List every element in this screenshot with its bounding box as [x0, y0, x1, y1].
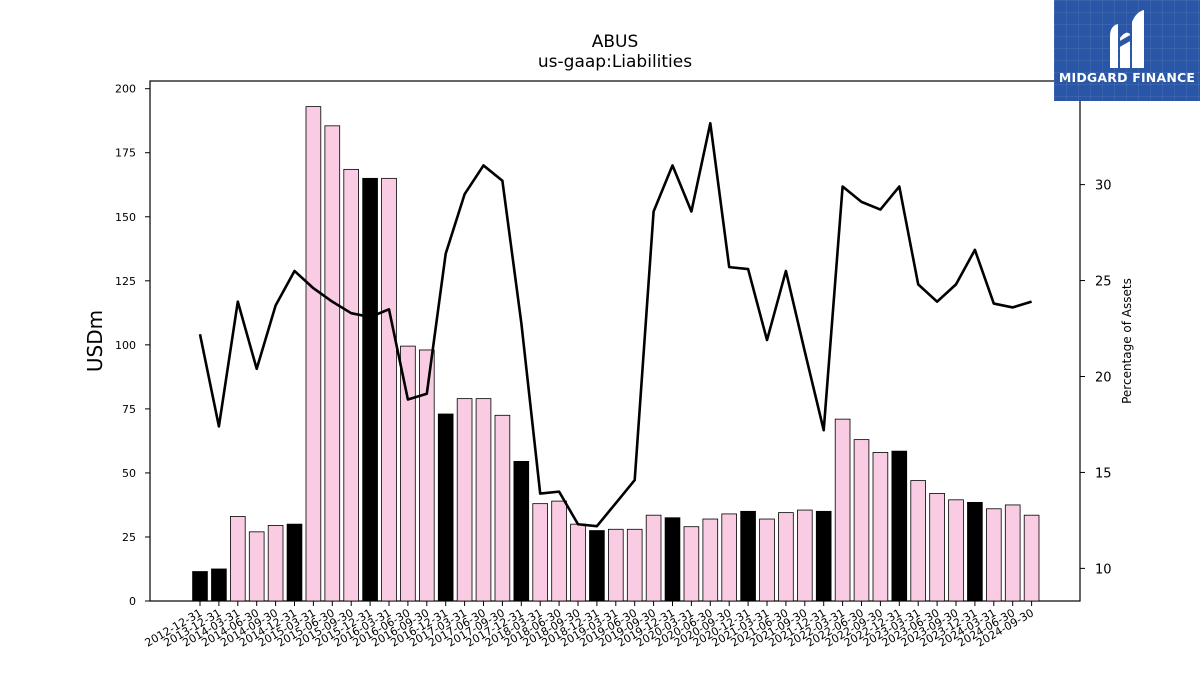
- bar: [456, 398, 473, 602]
- bar: [721, 513, 737, 602]
- bar: [551, 500, 567, 602]
- bar: [343, 168, 359, 602]
- bar: [834, 418, 851, 602]
- bar: [286, 523, 303, 602]
- bar: [324, 125, 341, 602]
- bar: [797, 509, 813, 602]
- bar: [494, 414, 511, 602]
- bar: [192, 571, 208, 602]
- y-tick-label: 100: [115, 339, 136, 352]
- y2-tick-label: 15: [1095, 466, 1112, 481]
- bar: [608, 528, 624, 602]
- y-tick-label: 200: [115, 83, 136, 96]
- bar: [362, 177, 378, 602]
- bar: [645, 514, 662, 602]
- y-tick-label: 75: [122, 403, 136, 416]
- midgard-logo-icon: [1110, 10, 1144, 68]
- chart-subtitle: us-gaap:Liabilities: [537, 52, 693, 72]
- logo-text: MIDGARD FINANCE: [1058, 70, 1196, 85]
- y2-tick-label: 10: [1095, 562, 1112, 577]
- y2-tick-label: 25: [1095, 275, 1112, 290]
- bar: [589, 530, 605, 602]
- bar: [815, 510, 832, 602]
- bar: [532, 503, 548, 602]
- bar: [740, 510, 756, 602]
- y-tick-label: 175: [115, 147, 136, 160]
- y-tick-label: 150: [115, 211, 136, 224]
- bar: [513, 460, 530, 602]
- y2-axis-label: Percentage of Assets: [1120, 278, 1134, 404]
- y-tick-label: 0: [129, 595, 136, 608]
- bar: [211, 568, 227, 602]
- bar: [891, 450, 908, 602]
- y-axis-label: USDm: [83, 310, 107, 372]
- bar: [1004, 504, 1021, 602]
- bar: [853, 439, 870, 602]
- bar: [683, 526, 700, 602]
- percentage-line: [198, 121, 1032, 528]
- y-tick-label: 50: [122, 467, 136, 480]
- y2-tick-label: 20: [1095, 370, 1112, 385]
- bar: [702, 518, 719, 602]
- bar: [437, 413, 454, 602]
- bar: [929, 493, 945, 602]
- bar: [759, 518, 775, 602]
- bar: [778, 512, 794, 602]
- logo: MIDGARD FINANCE: [1054, 0, 1200, 101]
- bar: [948, 499, 964, 602]
- bar: [986, 508, 1002, 602]
- bar: [570, 523, 586, 602]
- bar: [967, 501, 983, 602]
- bar: [475, 398, 492, 602]
- bar: [267, 525, 284, 602]
- y2-tick-label: 30: [1095, 179, 1112, 194]
- bar: [248, 531, 265, 602]
- bar: [910, 480, 926, 602]
- bar: [400, 345, 416, 602]
- y-tick-label: 125: [115, 275, 136, 288]
- bar: [626, 528, 643, 602]
- bar: [305, 106, 322, 602]
- y-tick-label: 25: [122, 531, 136, 544]
- bar: [1023, 514, 1040, 602]
- chart-title: ABUS: [591, 32, 639, 52]
- bar: [664, 517, 681, 602]
- bar: [872, 452, 889, 602]
- bar: [381, 177, 397, 602]
- bar: [229, 516, 246, 602]
